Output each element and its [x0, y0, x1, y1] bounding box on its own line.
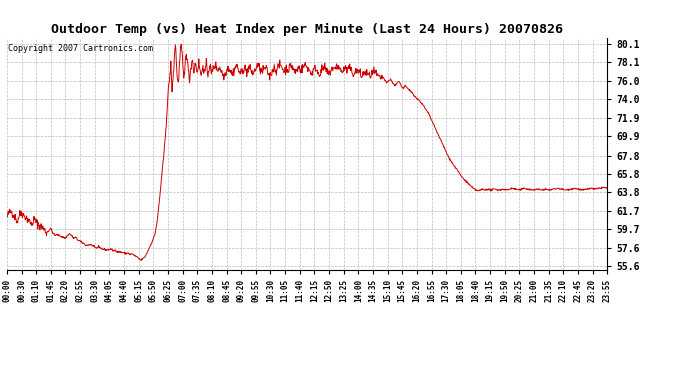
Text: Copyright 2007 Cartronics.com: Copyright 2007 Cartronics.com — [8, 45, 153, 54]
Title: Outdoor Temp (vs) Heat Index per Minute (Last 24 Hours) 20070826: Outdoor Temp (vs) Heat Index per Minute … — [51, 23, 563, 36]
